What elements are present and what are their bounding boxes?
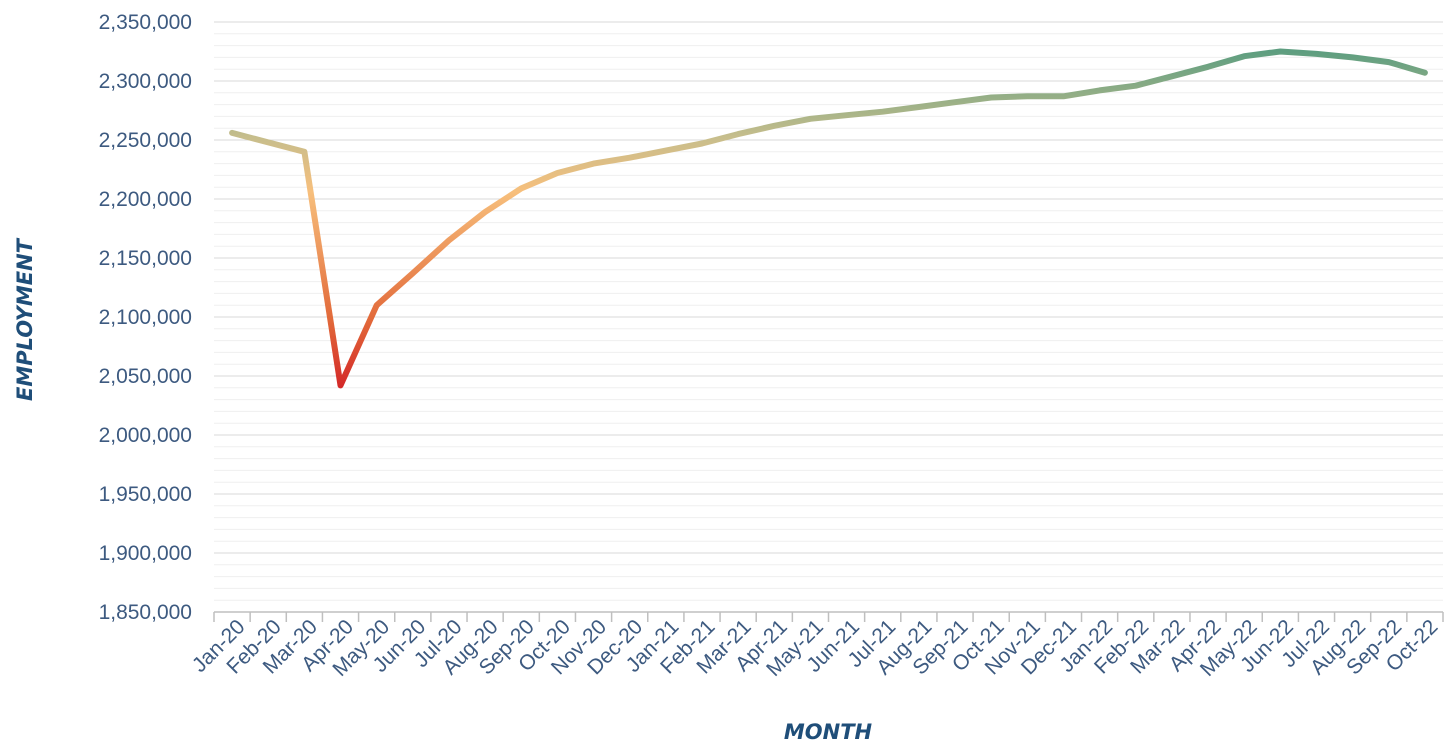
y-tick-label: 2,300,000	[99, 70, 192, 93]
y-tick-label: 2,200,000	[99, 188, 192, 211]
y-tick-label: 1,900,000	[99, 542, 192, 565]
y-tick-label: 1,850,000	[99, 601, 192, 624]
y-tick-label: 2,350,000	[99, 11, 192, 34]
y-tick-label: 2,050,000	[99, 365, 192, 388]
y-axis-tick-labels: 1,850,000 1,900,000 1,950,000 2,000,000 2,05…	[99, 11, 192, 624]
y-tick-label: 2,250,000	[99, 129, 192, 152]
series-employment	[229, 48, 1428, 389]
series-line	[229, 48, 1428, 389]
x-axis-title: MONTH	[784, 720, 873, 742]
x-axis-tick-labels: Jan-20Feb-20Mar-20Apr-20May-20Jun-20Jul-…	[188, 615, 1443, 681]
y-tick-label: 1,950,000	[99, 483, 192, 506]
x-axis	[213, 611, 1444, 622]
major-gridlines	[214, 21, 1443, 554]
y-tick-label: 2,100,000	[99, 306, 192, 329]
y-axis-title: EMPLOYMENT	[13, 237, 37, 401]
y-tick-label: 2,150,000	[99, 247, 192, 270]
y-tick-label: 2,000,000	[99, 424, 192, 447]
